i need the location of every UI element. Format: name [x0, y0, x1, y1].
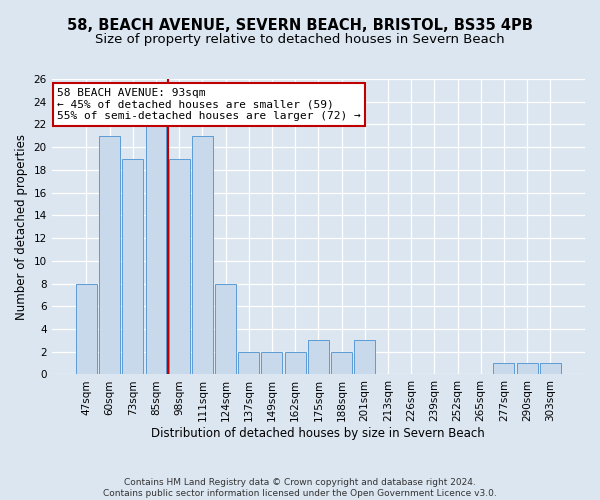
Text: Size of property relative to detached houses in Severn Beach: Size of property relative to detached ho…: [95, 32, 505, 46]
Bar: [215, 284, 236, 374]
Bar: [493, 363, 514, 374]
Bar: [192, 136, 213, 374]
Y-axis label: Number of detached properties: Number of detached properties: [15, 134, 28, 320]
Bar: [146, 124, 166, 374]
Bar: [517, 363, 538, 374]
X-axis label: Distribution of detached houses by size in Severn Beach: Distribution of detached houses by size …: [151, 427, 485, 440]
Text: 58, BEACH AVENUE, SEVERN BEACH, BRISTOL, BS35 4PB: 58, BEACH AVENUE, SEVERN BEACH, BRISTOL,…: [67, 18, 533, 32]
Bar: [238, 352, 259, 374]
Bar: [284, 352, 305, 374]
Bar: [122, 158, 143, 374]
Text: 58 BEACH AVENUE: 93sqm
← 45% of detached houses are smaller (59)
55% of semi-det: 58 BEACH AVENUE: 93sqm ← 45% of detached…: [57, 88, 361, 121]
Bar: [262, 352, 283, 374]
Bar: [76, 284, 97, 374]
Text: Contains HM Land Registry data © Crown copyright and database right 2024.
Contai: Contains HM Land Registry data © Crown c…: [103, 478, 497, 498]
Bar: [99, 136, 120, 374]
Bar: [540, 363, 561, 374]
Bar: [354, 340, 375, 374]
Bar: [331, 352, 352, 374]
Bar: [308, 340, 329, 374]
Bar: [169, 158, 190, 374]
